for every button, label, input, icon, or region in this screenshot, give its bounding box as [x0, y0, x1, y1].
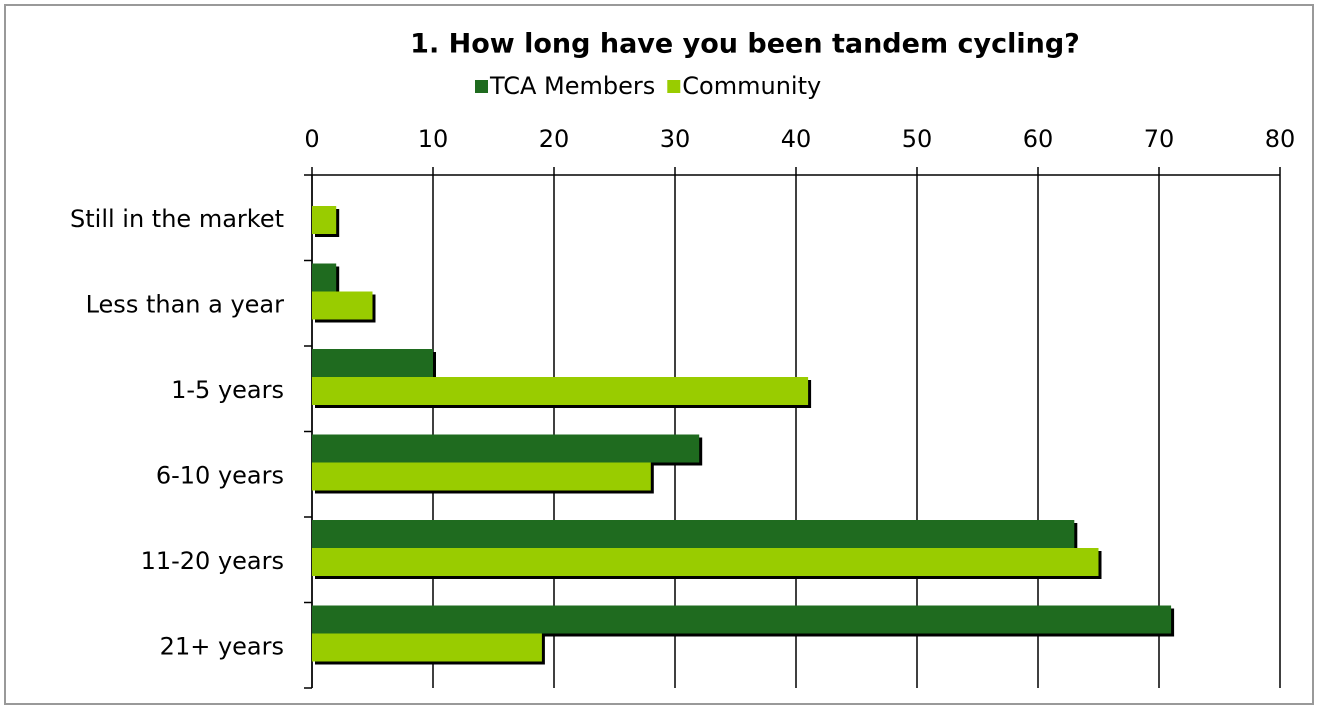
- bar: [312, 520, 1075, 548]
- x-tick-label: 30: [660, 125, 691, 153]
- chart-frame: [4, 4, 1314, 705]
- bar: [312, 548, 1099, 576]
- legend-label: TCA Members: [489, 72, 655, 100]
- y-tick-label: Less than a year: [86, 290, 285, 318]
- y-tick-label: 21+ years: [160, 632, 284, 660]
- x-tick-label: 10: [418, 125, 449, 153]
- x-tick-label: 50: [902, 125, 933, 153]
- x-tick-label: 0: [304, 125, 319, 153]
- x-tick-label: 60: [1023, 125, 1054, 153]
- legend-swatch: [667, 80, 681, 93]
- x-tick-label: 40: [781, 125, 812, 153]
- x-tick-label: 70: [1144, 125, 1175, 153]
- bar: [312, 291, 373, 320]
- chart-title: 1. How long have you been tandem cycling…: [410, 29, 1080, 60]
- x-tick-label: 20: [539, 125, 570, 153]
- legend-label: Community: [682, 72, 821, 100]
- bar: [312, 349, 433, 377]
- legend-swatch: [475, 80, 488, 93]
- y-tick-label: 11-20 years: [141, 547, 284, 575]
- y-tick-label: 1-5 years: [171, 376, 284, 404]
- x-tick-label: 80: [1265, 125, 1296, 153]
- bar: [312, 263, 337, 292]
- y-tick-label: 6-10 years: [156, 461, 284, 489]
- bar: [312, 377, 809, 405]
- bar: [312, 206, 337, 234]
- bar: [312, 633, 542, 662]
- bar: [312, 462, 651, 491]
- bar: [312, 605, 1172, 634]
- bar: [312, 434, 700, 463]
- y-tick-label: Still in the market: [70, 205, 284, 233]
